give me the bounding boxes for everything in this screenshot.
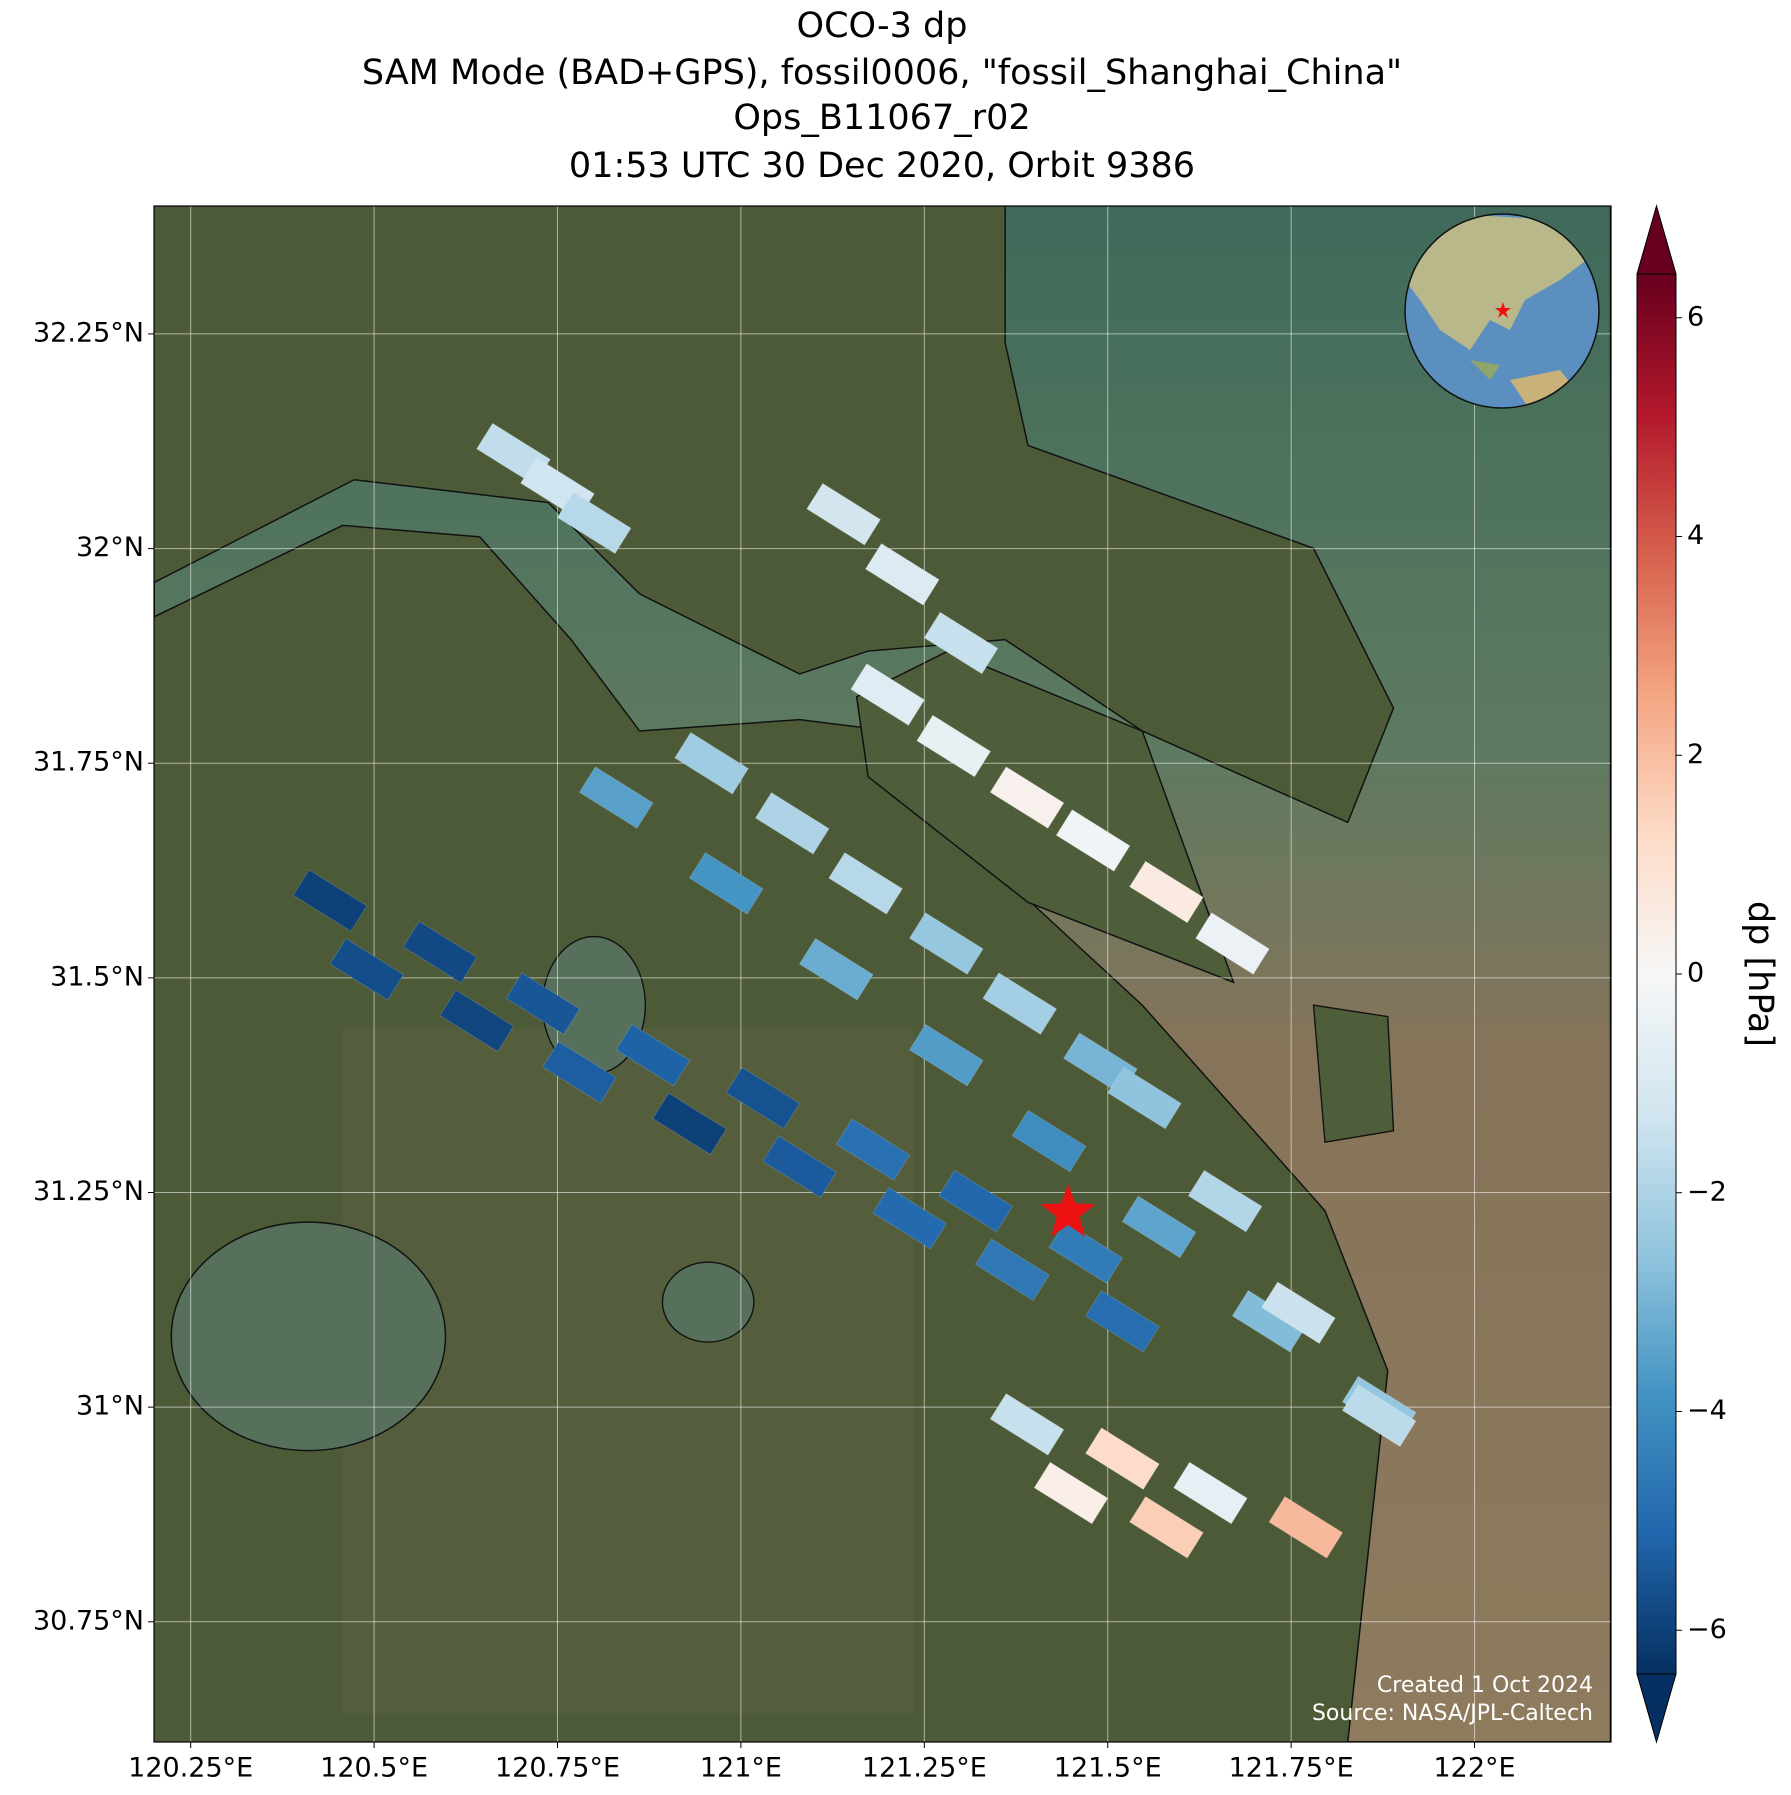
colorbar-extend-min <box>1636 1673 1677 1744</box>
sounding-cell <box>754 791 830 855</box>
credit: Created 1 Oct 2024 <box>1377 1673 1593 1698</box>
title-line: OCO-3 dp <box>797 6 968 46</box>
sounding-cell <box>872 1186 948 1250</box>
sounding-cell <box>688 851 764 915</box>
sounding-cell <box>989 766 1065 829</box>
x-tick-label: 121.25°E <box>862 1753 987 1784</box>
colorbar-tick-label: −4 <box>1687 1395 1727 1426</box>
x-tick-label: 121°E <box>700 1753 782 1784</box>
sounding-cell <box>1106 1066 1182 1130</box>
sounding-cell <box>1341 1384 1417 1448</box>
sounding-cell <box>1194 912 1270 975</box>
sounding-cell <box>1048 1221 1124 1285</box>
y-tick-label: 31.5°N <box>50 961 144 992</box>
sounding-cell <box>806 482 882 546</box>
sounding-cell <box>1084 1427 1160 1491</box>
x-tick-label: 120.75°E <box>495 1753 620 1784</box>
colorbar-tick-label: 2 <box>1687 739 1704 770</box>
sounding-cell <box>725 1066 801 1130</box>
colorbar-bar <box>1636 273 1677 1675</box>
x-tick-label: 120.25°E <box>128 1753 253 1784</box>
y-tick-label: 31°N <box>76 1391 144 1422</box>
colorbar-tick-label: 4 <box>1687 520 1704 551</box>
colorbar-label: dp [hPa] <box>1740 901 1780 1047</box>
y-tick-label: 31.75°N <box>33 747 144 778</box>
sounding-cell <box>1128 860 1204 924</box>
sounding-cell <box>1121 1195 1197 1259</box>
sounding-cell <box>908 1023 984 1087</box>
y-tick-label: 32°N <box>76 532 144 563</box>
sounding-cell <box>439 989 515 1053</box>
sounding-cell <box>1084 1289 1160 1353</box>
sounding-cell <box>542 1040 617 1104</box>
colorbar-tick-label: 0 <box>1687 958 1704 989</box>
globe-target <box>1495 302 1511 318</box>
sounding-cell <box>938 1169 1014 1233</box>
y-tick-label: 30.75°N <box>33 1605 144 1636</box>
sounding-cell <box>850 663 926 726</box>
sounding-cell <box>674 731 750 795</box>
target-star <box>1040 1184 1096 1237</box>
soundings <box>292 422 1417 1559</box>
sounding-cell <box>1268 1495 1344 1559</box>
sounding-cell <box>828 851 904 915</box>
sounding-cell <box>1033 1461 1109 1525</box>
sounding-cell <box>615 1023 691 1087</box>
sounding-cell <box>1011 1109 1087 1173</box>
colorbar-extend-max <box>1636 204 1677 275</box>
colorbar: −6 −4 −2 0 2 4 6 <box>1636 204 1727 1744</box>
sounding-cell <box>798 937 874 1001</box>
title-line: Ops_B11067_r02 <box>733 98 1030 138</box>
sounding-cell <box>1187 1169 1263 1233</box>
x-tick-label: 121.75°E <box>1229 1753 1354 1784</box>
sounding-cell <box>982 972 1058 1036</box>
sounding-cell <box>974 1238 1050 1302</box>
sounding-cell <box>1128 1495 1204 1559</box>
sounding-cell <box>835 1118 911 1182</box>
sounding-cell <box>923 611 999 675</box>
credit: Source: NASA/JPL-Caltech <box>1312 1701 1593 1726</box>
title-line: 01:53 UTC 30 Dec 2020, Orbit 9386 <box>569 146 1195 186</box>
colorbar-tick-label: −2 <box>1687 1176 1727 1207</box>
x-tick-label: 120.5°E <box>320 1753 428 1784</box>
title-line: SAM Mode (BAD+GPS), fossil0006, "fossil_… <box>362 53 1402 93</box>
sounding-cell <box>292 869 368 933</box>
sounding-cell <box>652 1092 728 1156</box>
sounding-cell <box>578 766 654 829</box>
island <box>1312 1004 1395 1143</box>
colorbar-tick-label: −6 <box>1687 1614 1727 1645</box>
sounding-cell <box>1260 1281 1336 1345</box>
x-tick-label: 121.5°E <box>1054 1753 1162 1784</box>
sounding-cell <box>1172 1461 1248 1525</box>
sounding-cell <box>402 920 478 984</box>
sounding-cell <box>864 542 940 606</box>
sounding-cell <box>989 1392 1065 1456</box>
y-tick-label: 32.25°N <box>33 317 144 348</box>
globe-land <box>1405 215 1599 350</box>
sounding-cell <box>1055 809 1131 872</box>
sounding-cell <box>908 912 984 975</box>
sounding-cell <box>916 714 992 778</box>
tai-lake <box>170 1221 447 1452</box>
sounding-cell <box>556 491 632 555</box>
x-tick-label: 122°E <box>1433 1753 1515 1784</box>
sounding-cell <box>329 937 405 1001</box>
globe-land <box>1470 360 1500 380</box>
map-frame <box>153 205 1612 1743</box>
target <box>1040 1184 1096 1237</box>
globe-outline <box>1404 213 1600 409</box>
lake <box>661 1261 755 1343</box>
y-tick-label: 31.25°N <box>33 1176 144 1207</box>
colorbar-tick-label: 6 <box>1687 301 1704 332</box>
basemap: Created 1 Oct 2024 Source: NASA/JPL-Calt… <box>154 206 1611 1742</box>
sounding-cell <box>762 1135 838 1199</box>
sounding-cell <box>505 972 581 1036</box>
